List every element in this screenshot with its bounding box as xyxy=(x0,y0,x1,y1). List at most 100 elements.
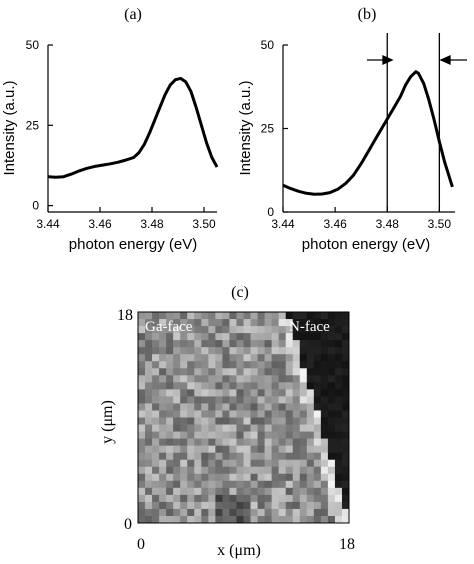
heatmap-cell xyxy=(215,382,223,390)
heatmap-cell xyxy=(187,417,195,425)
heatmap-cell xyxy=(285,403,294,411)
panel-a-x-ticks: 3.44 3.46 3.48 3.50 xyxy=(36,207,216,231)
heatmap-cell xyxy=(271,354,280,362)
heatmap-cell xyxy=(222,452,230,461)
heatmap-cell xyxy=(187,326,195,334)
heatmap-cell xyxy=(278,396,287,404)
heatmap-cell xyxy=(334,445,343,454)
heatmap-cell xyxy=(278,326,287,334)
heatmap-cell xyxy=(194,410,202,418)
heatmap-cell xyxy=(145,319,153,327)
panel-a-series-line xyxy=(47,76,219,179)
heatmap-cell xyxy=(341,473,350,482)
heatmap-cell xyxy=(229,410,237,418)
heatmap-cell xyxy=(187,487,195,496)
heatmap-cell xyxy=(222,431,230,439)
heatmap-cell xyxy=(236,508,244,517)
heatmap-cell xyxy=(299,361,308,369)
heatmap-cell xyxy=(327,396,336,404)
heatmap-cell xyxy=(327,466,336,475)
heatmap-cell xyxy=(250,438,258,447)
heatmap-cell xyxy=(278,354,287,362)
heatmap-cell xyxy=(215,333,223,341)
heatmap-cell xyxy=(257,459,265,468)
heatmap-cell xyxy=(229,501,237,510)
heatmap-cell xyxy=(152,319,160,327)
heatmap-cell xyxy=(138,452,146,461)
heatmap-cell xyxy=(313,417,322,425)
heatmap-cell xyxy=(229,361,237,369)
heatmap-cell xyxy=(341,494,350,503)
heatmap-cell xyxy=(229,396,237,404)
heatmap-cell xyxy=(159,480,167,489)
heatmap-cell xyxy=(166,515,174,524)
heatmap-cell xyxy=(257,487,265,496)
heatmap-cell xyxy=(292,424,301,432)
heatmap-cell xyxy=(145,410,153,418)
heatmap-cell xyxy=(215,312,223,320)
heatmap-cell xyxy=(313,438,322,447)
heatmap-cell xyxy=(159,326,167,334)
heatmap-cell xyxy=(208,333,216,341)
heatmap-cell xyxy=(341,389,350,397)
heatmap-cell xyxy=(138,333,146,341)
heatmap-cell xyxy=(285,431,294,439)
heatmap-cell xyxy=(215,431,223,439)
heatmap-cell xyxy=(194,473,202,482)
panel-c-frame xyxy=(137,311,350,524)
heatmap-cell xyxy=(236,340,244,348)
panel-b-axes xyxy=(282,45,455,213)
heatmap-cell xyxy=(327,368,336,376)
heatmap-cell xyxy=(173,389,181,397)
heatmap-cell xyxy=(145,480,153,489)
panel-b-label: (b) xyxy=(358,6,377,23)
heatmap-cell xyxy=(313,389,322,397)
heatmap-cell xyxy=(222,396,230,404)
heatmap-cell xyxy=(334,347,343,355)
heatmap-cell xyxy=(313,445,322,454)
heatmap-cell xyxy=(215,501,223,510)
heatmap-cell xyxy=(187,347,195,355)
heatmap-cell xyxy=(236,480,244,489)
panel-a-y-tick-label: 50 xyxy=(26,38,40,52)
heatmap-cell xyxy=(257,333,265,341)
heatmap-cell xyxy=(208,410,216,418)
heatmap-cell xyxy=(285,333,294,341)
heatmap-cell xyxy=(236,515,244,524)
heatmap-cell xyxy=(285,508,294,517)
heatmap-cell xyxy=(194,480,202,489)
heatmap-cell xyxy=(236,487,244,496)
heatmap-cell xyxy=(341,403,350,411)
heatmap-cell xyxy=(145,501,153,510)
heatmap-cell xyxy=(208,396,216,404)
heatmap-cell xyxy=(257,340,265,348)
heatmap-cell xyxy=(229,368,237,376)
heatmap-cell xyxy=(194,389,202,397)
heatmap-cell xyxy=(306,382,315,390)
heatmap-cell xyxy=(327,347,336,355)
heatmap-cell xyxy=(243,515,251,524)
heatmap-cell xyxy=(243,375,251,383)
heatmap-cell xyxy=(292,466,301,475)
heatmap-cell xyxy=(145,466,153,475)
heatmap-cell xyxy=(306,431,315,439)
panel-c-x-tick-right: 18 xyxy=(339,536,355,553)
heatmap-cell xyxy=(201,347,209,355)
heatmap-cell xyxy=(264,312,273,320)
heatmap-cell xyxy=(152,389,160,397)
heatmap-cell xyxy=(194,382,202,390)
heatmap-cell xyxy=(180,382,188,390)
heatmap-cell xyxy=(138,445,146,454)
heatmap-cell xyxy=(285,396,294,404)
heatmap-cell xyxy=(208,452,216,461)
heatmap-cell xyxy=(187,438,195,447)
heatmap-cell xyxy=(299,515,308,524)
heatmap-cell xyxy=(292,361,301,369)
heatmap-cell xyxy=(173,417,181,425)
heatmap-cell xyxy=(285,424,294,432)
heatmap-cell xyxy=(257,396,265,404)
heatmap-cell xyxy=(187,480,195,489)
heatmap-cell xyxy=(180,508,188,517)
heatmap-cell xyxy=(257,326,265,334)
